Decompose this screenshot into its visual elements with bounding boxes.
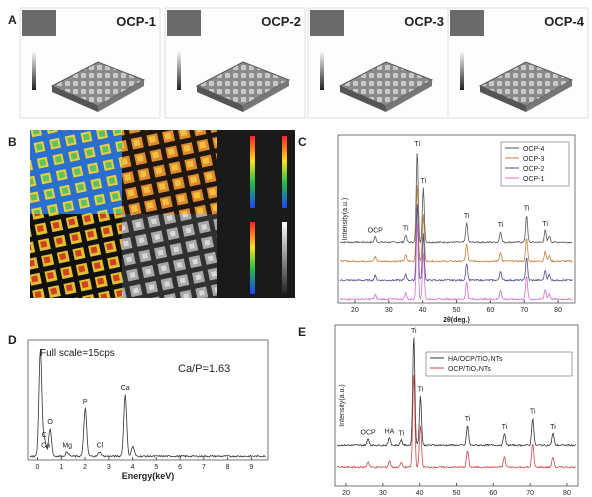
x-tick-label: 4 [131, 464, 135, 471]
x-tick-label: 5 [154, 464, 158, 471]
thumbnail [167, 10, 201, 36]
x-tick-label: 0 [36, 464, 40, 471]
x-tick-label: 20 [351, 307, 359, 314]
thumbnail [22, 10, 56, 36]
surface-side [340, 86, 386, 112]
panel-label: E [298, 325, 306, 339]
x-tick-label: 8 [226, 464, 230, 471]
x-tick-label: 30 [379, 490, 387, 497]
spectrum-trace [339, 223, 573, 301]
x-tick-label: 50 [453, 490, 461, 497]
image-label: OCP-1 [116, 14, 156, 29]
peak-label: Ti [398, 431, 404, 438]
peak-label: Cl [96, 443, 103, 450]
x-tick-label: 7 [202, 464, 206, 471]
surface-side [52, 86, 98, 112]
image-label: OCP-2 [261, 14, 301, 29]
x-tick-label: 80 [563, 490, 571, 497]
surface-side [243, 80, 289, 112]
x-tick-label: 1 [59, 464, 63, 471]
peak-label: HA [385, 428, 395, 435]
surface-side [98, 80, 144, 112]
peak-label: Ti [550, 424, 556, 431]
panel-label: B [8, 135, 17, 149]
surface-side [197, 86, 243, 112]
y-axis-label: Intensity(a.u.) [339, 384, 346, 426]
peak-label: Ti [542, 221, 548, 228]
x-tick-label: 40 [419, 307, 427, 314]
peak-label: O [47, 419, 53, 426]
y-axis-label: Intensity(a.u.) [342, 198, 349, 240]
colorbar [177, 50, 181, 90]
peak-label: Ti [414, 141, 420, 148]
x-tick-label: 30 [385, 307, 393, 314]
legend-entry: OCP-1 [523, 176, 545, 183]
panel-label: D [8, 333, 17, 347]
peak-label: P [83, 399, 88, 406]
legend-box [425, 351, 573, 377]
peak-label: Ti [418, 387, 424, 394]
x-tick-label: 40 [416, 490, 424, 497]
colorbar [460, 50, 464, 90]
peak-label: C [42, 432, 47, 439]
surface-side [526, 80, 572, 112]
legend-box [500, 141, 570, 187]
peak-label: Ti [465, 416, 471, 423]
peak-label: Ti [464, 213, 470, 220]
image-label: OCP-3 [404, 14, 444, 29]
legend-entry: OCP-3 [523, 156, 545, 163]
ratio: Ca/P=1.63 [178, 363, 230, 375]
legend-entry: OCP-2 [523, 166, 545, 173]
x-tick-label: 6 [178, 464, 182, 471]
peak-label: Ti [403, 226, 409, 233]
colorbar [32, 50, 36, 90]
x-tick-label: 20 [342, 490, 350, 497]
spectrum-trace [339, 153, 573, 244]
peak-label: Ti [411, 328, 417, 335]
peak-label: Ti [524, 205, 530, 212]
panel-label: C [298, 135, 307, 149]
legend-entry: OCP/TiO₂NTs [448, 366, 491, 373]
x-tick-label: 70 [526, 490, 534, 497]
legend-entry: OCP-4 [523, 146, 545, 153]
peak-label: Ca [41, 443, 50, 450]
peak-label: OCP [368, 227, 384, 234]
thumbnail [450, 10, 484, 36]
spectrum-trace [336, 375, 576, 469]
x-tick-label: 60 [486, 307, 494, 314]
spectrum-trace [29, 348, 266, 458]
peak-label: OCP [361, 429, 377, 436]
peak-label: Ti [530, 409, 536, 416]
x-tick-label: 50 [453, 307, 461, 314]
peak-label: Ca [121, 385, 130, 392]
surface-side [480, 86, 526, 112]
surface-side [386, 80, 432, 112]
peak-label: Ti [498, 222, 504, 229]
legend-entry: HA/OCP/TiO₂NTs [448, 356, 503, 363]
plot-frame [334, 324, 579, 487]
thumbnail [310, 10, 344, 36]
spectrum-trace [336, 337, 577, 447]
colorbar [320, 50, 324, 90]
spectrum-trace [339, 204, 573, 282]
panel-label: A [8, 13, 17, 27]
x-tick-label: 70 [520, 307, 528, 314]
x-tick-label: 9 [249, 464, 253, 471]
image-label: OCP-4 [544, 14, 585, 29]
spectrum-trace [339, 185, 573, 263]
x-tick-label: 3 [107, 464, 111, 471]
x-tick-label: 60 [489, 490, 497, 497]
peak-label: Ti [502, 424, 508, 431]
x-tick-label: 2 [83, 464, 87, 471]
x-axis-label: Energy(keV) [122, 471, 175, 481]
note: Full scale=15cps [40, 348, 115, 359]
plot-frame [27, 339, 269, 461]
peak-label: Ti [421, 178, 427, 185]
peak-label: Mg [62, 443, 72, 450]
x-axis-label: 2θ(deg.) [443, 317, 470, 324]
x-tick-label: 80 [554, 307, 562, 314]
panel-b-images [30, 130, 295, 298]
